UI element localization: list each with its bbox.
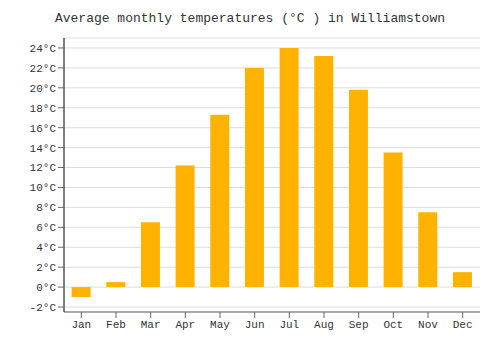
- svg-text:Apr: Apr: [175, 319, 195, 331]
- svg-text:Feb: Feb: [106, 319, 126, 331]
- svg-text:Jun: Jun: [245, 319, 265, 331]
- svg-text:10°C: 10°C: [30, 182, 57, 194]
- svg-text:Oct: Oct: [383, 319, 403, 331]
- svg-text:6°C: 6°C: [36, 222, 56, 234]
- svg-text:Mar: Mar: [141, 319, 161, 331]
- svg-text:2°C: 2°C: [36, 262, 56, 274]
- svg-text:Jul: Jul: [279, 319, 299, 331]
- svg-text:4°C: 4°C: [36, 242, 56, 254]
- svg-text:0°C: 0°C: [36, 282, 56, 294]
- svg-text:Sep: Sep: [349, 319, 369, 331]
- svg-text:May: May: [210, 319, 230, 331]
- svg-text:24°C: 24°C: [30, 43, 57, 55]
- svg-text:Dec: Dec: [453, 319, 473, 331]
- svg-text:Aug: Aug: [314, 319, 334, 331]
- html-text:Average monthly temperatures (: Average monthly temperatures (°C ) in Wi…: [55, 11, 445, 26]
- svg-text:22°C: 22°C: [30, 63, 57, 75]
- svg-text:14°C: 14°C: [30, 143, 57, 155]
- svg-text:16°C: 16°C: [30, 123, 57, 135]
- svg-text:-2°C: -2°C: [30, 302, 57, 314]
- svg-text:Jan: Jan: [71, 319, 91, 331]
- svg-text:12°C: 12°C: [30, 162, 57, 174]
- svg-text:18°C: 18°C: [30, 103, 57, 115]
- svg-text:20°C: 20°C: [30, 83, 57, 95]
- svg-text:8°C: 8°C: [36, 202, 56, 214]
- svg-text:Nov: Nov: [418, 319, 438, 331]
